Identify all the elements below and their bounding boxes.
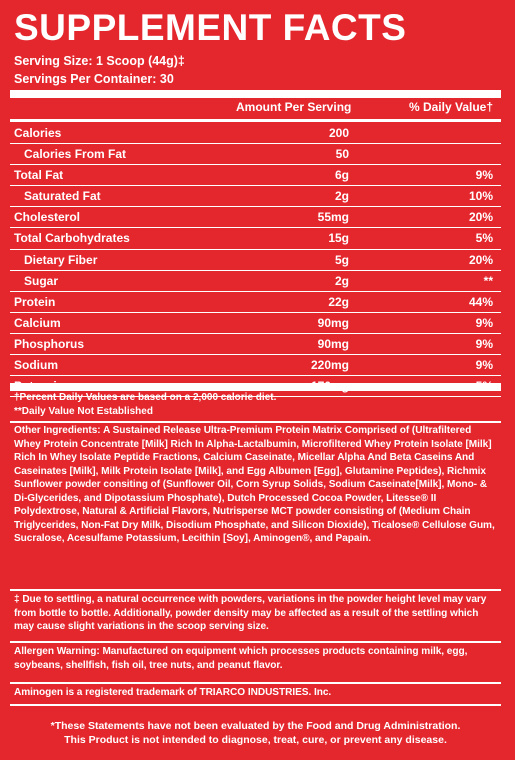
- nutrient-amount: 90mg: [317, 336, 349, 351]
- fda-disclaimer: *These Statements have not been evaluate…: [14, 719, 497, 747]
- allergen-warning: Allergen Warning: Manufactured on equipm…: [14, 646, 468, 671]
- nutrient-table: Calories 200 Calories From Fat 50 Total …: [10, 123, 501, 398]
- nutrient-dv: 10%: [468, 189, 493, 204]
- nutrient-name: Calories From Fat: [24, 147, 127, 162]
- nutrient-amount: 5g: [334, 252, 349, 267]
- nutrient-name: Total Fat: [14, 168, 64, 183]
- not-established-footnote: **Daily Value Not Established: [14, 406, 153, 417]
- thick-divider: [10, 90, 501, 98]
- nutrient-dv: 5%: [475, 231, 493, 246]
- panel-title: SUPPLEMENT FACTS: [14, 7, 407, 48]
- nutrient-amount: 200: [328, 126, 349, 140]
- nutrient-amount: 50: [335, 147, 349, 162]
- settling-note: ‡ Due to settling, a natural occurrence …: [14, 594, 487, 632]
- daily-value-header: % Daily Value†: [408, 100, 493, 114]
- amount-per-serving-header: Amount Per Serving: [236, 100, 352, 114]
- nutrient-dv: 20%: [468, 252, 493, 267]
- nutrient-name: Phosphorus: [14, 336, 85, 351]
- nutrient-amount: 22g: [328, 294, 349, 309]
- nutrient-name: Calories: [14, 126, 62, 140]
- divider: [10, 589, 501, 591]
- nutrient-name: Protein: [14, 294, 56, 309]
- nutrient-name: Dietary Fiber: [24, 252, 98, 267]
- nutrient-row: Cholesterol 55mg 20%: [10, 207, 501, 229]
- thick-divider: [10, 383, 501, 391]
- nutrient-row: Saturated Fat 2g 10%: [10, 186, 501, 208]
- divider: [10, 704, 501, 706]
- nutrient-amount: 220mg: [310, 358, 349, 373]
- disclaimer-line: *These Statements have not been evaluate…: [50, 720, 461, 732]
- nutrient-dv: 9%: [475, 168, 493, 183]
- nutrient-row: Sugar 2g **: [10, 271, 501, 292]
- nutrient-amount: 2g: [334, 189, 349, 204]
- nutrient-name: Sugar: [24, 273, 59, 288]
- nutrient-amount: 2g: [334, 273, 349, 288]
- nutrient-row: Protein 22g 44%: [10, 292, 501, 313]
- divider: [10, 421, 501, 423]
- nutrient-name: Cholesterol: [14, 210, 81, 225]
- nutrient-amount: 90mg: [317, 315, 349, 330]
- trademark-note: Aminogen is a registered trademark of TR…: [14, 687, 332, 698]
- nutrient-amount: 6g: [334, 168, 349, 183]
- nutrient-amount: 55mg: [317, 210, 349, 225]
- supplement-facts-panel: SUPPLEMENT FACTS Serving Size: 1 Scoop (…: [4, 4, 507, 754]
- nutrient-dv: 9%: [475, 315, 493, 330]
- header-divider: [10, 119, 501, 122]
- nutrient-amount: 15g: [328, 231, 349, 246]
- nutrient-row: Dietary Fiber 5g 20%: [10, 250, 501, 271]
- nutrient-dv: 9%: [475, 358, 493, 373]
- nutrient-name: Total Carbohydrates: [14, 231, 130, 246]
- nutrient-name: Sodium: [14, 358, 58, 373]
- nutrient-name: Saturated Fat: [24, 189, 101, 204]
- divider: [10, 682, 501, 684]
- nutrient-row: Calcium 90mg 9%: [10, 313, 501, 334]
- serving-size: Serving Size: 1 Scoop (44g)‡: [14, 54, 185, 68]
- servings-per-container: Servings Per Container: 30: [14, 72, 174, 86]
- nutrient-row: Sodium 220mg 9%: [10, 355, 501, 377]
- nutrient-dv: 9%: [475, 336, 493, 351]
- nutrient-row: Calories 200: [10, 123, 501, 145]
- nutrient-dv: **: [483, 273, 493, 288]
- nutrient-dv: 20%: [468, 210, 493, 225]
- nutrient-dv: 44%: [468, 294, 493, 309]
- nutrient-row: Calories From Fat 50: [10, 144, 501, 166]
- nutrient-row: Total Fat 6g 9%: [10, 165, 501, 187]
- nutrient-name: Calcium: [14, 315, 61, 330]
- other-ingredients: Other Ingredients: A Sustained Release U…: [14, 425, 495, 544]
- disclaimer-line: This Product is not intended to diagnose…: [64, 734, 447, 746]
- daily-value-footnote: †Percent Daily Values are based on a 2,0…: [14, 392, 277, 403]
- nutrient-row: Total Carbohydrates 15g 5%: [10, 228, 501, 250]
- divider: [10, 641, 501, 643]
- nutrient-row: Phosphorus 90mg 9%: [10, 334, 501, 356]
